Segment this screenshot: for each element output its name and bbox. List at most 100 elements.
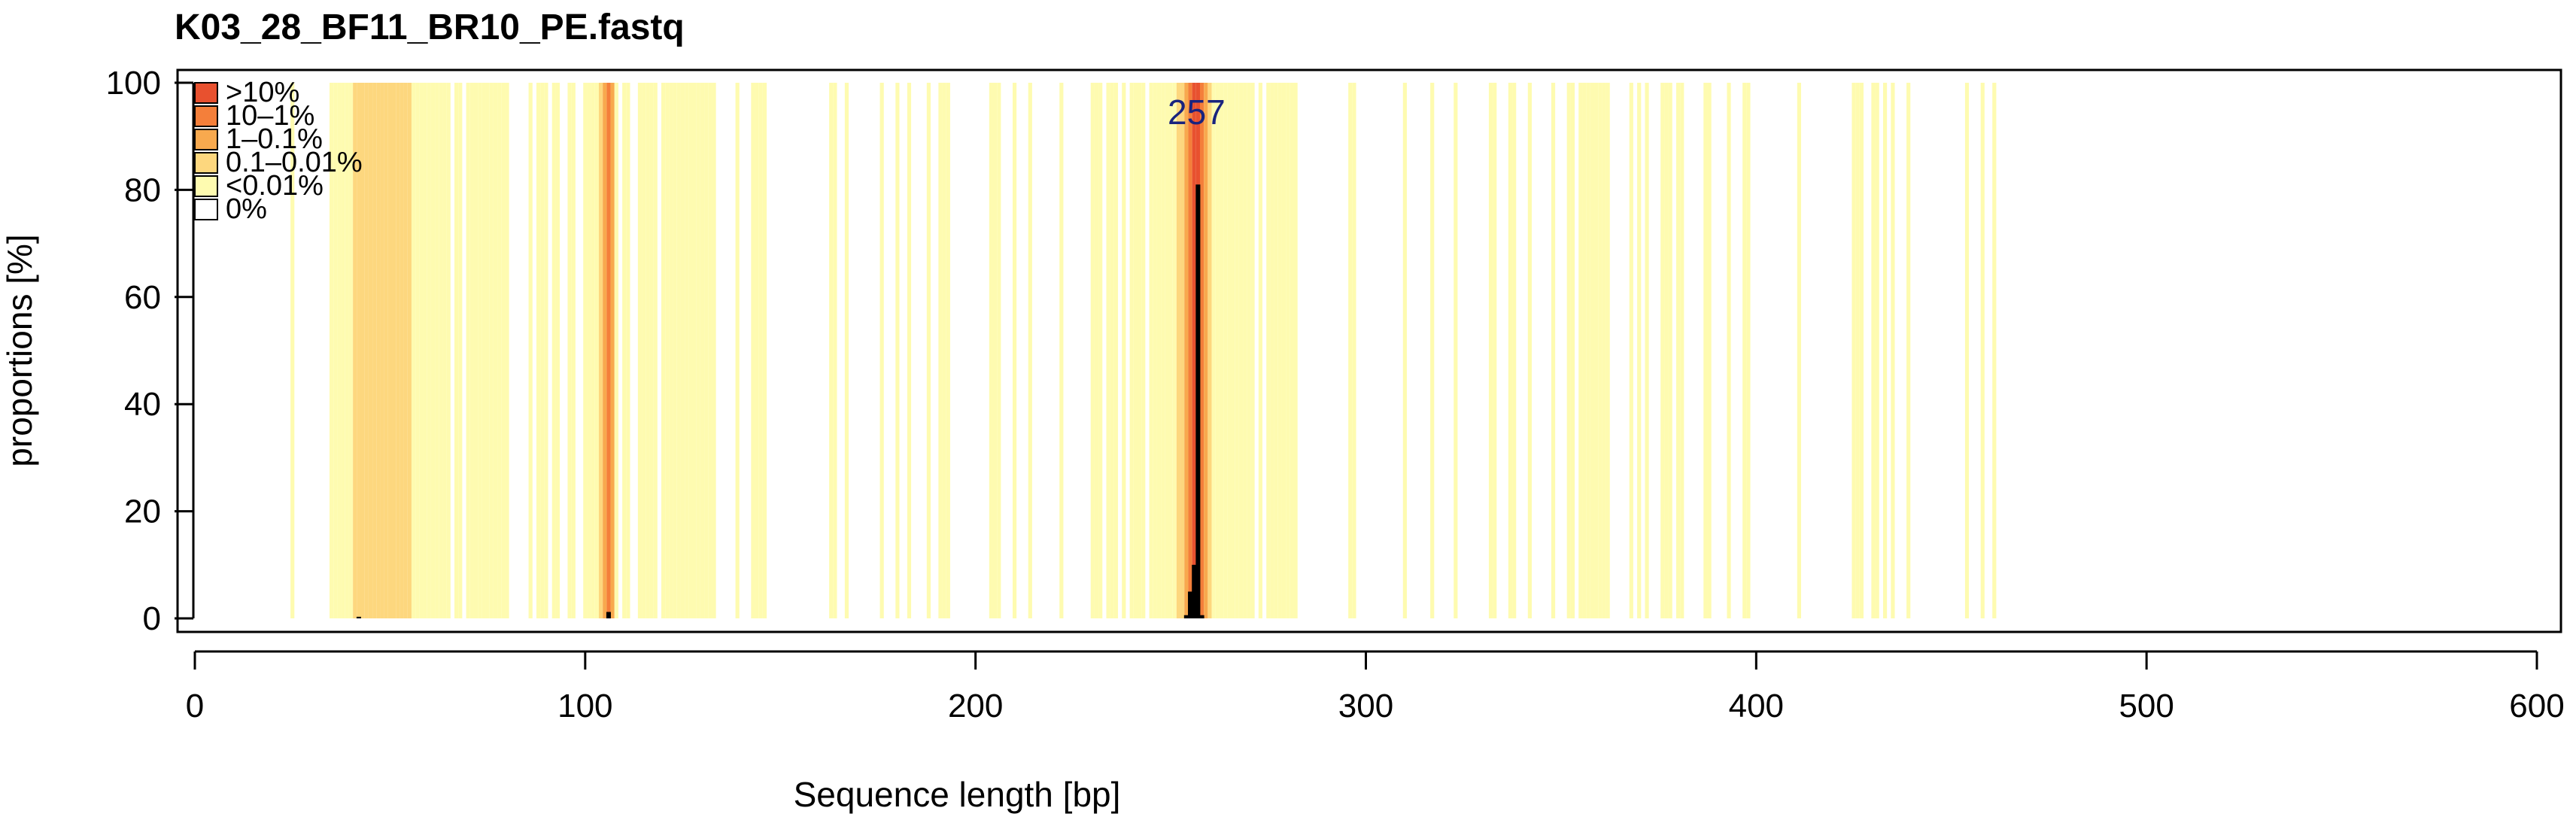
length-band <box>669 83 673 618</box>
length-band <box>1227 83 1232 618</box>
length-band <box>1247 83 1251 618</box>
x-tick-label: 200 <box>948 688 1003 724</box>
length-band <box>696 83 700 618</box>
length-band <box>454 83 459 618</box>
length-band <box>1430 83 1435 618</box>
length-band <box>926 83 931 618</box>
length-band <box>1664 83 1669 618</box>
length-band <box>993 83 998 618</box>
length-band <box>1012 83 1017 618</box>
length-band <box>481 83 486 618</box>
length-band <box>751 83 755 618</box>
length-band <box>1348 83 1353 618</box>
length-band <box>528 83 533 618</box>
length-band <box>1199 83 1204 618</box>
length-band <box>446 83 451 618</box>
length-band <box>1797 83 1801 618</box>
length-band <box>1223 83 1228 618</box>
length-band <box>1852 83 1856 618</box>
length-band <box>938 83 943 618</box>
length-band <box>1598 83 1602 618</box>
length-band <box>626 83 630 618</box>
legend-label: 10–1% <box>226 100 314 132</box>
chart-title: K03_28_BF11_BR10_PE.fastq <box>175 8 685 47</box>
length-band <box>614 83 618 618</box>
length-band <box>497 83 502 618</box>
length-band <box>1742 83 1747 618</box>
length-band <box>1578 83 1583 618</box>
length-band <box>1980 83 1985 618</box>
length-band <box>442 83 447 618</box>
length-band <box>1660 83 1665 618</box>
legend: >10%10–1%1–0.1%0.1–0.01%<0.01%0% <box>194 77 363 225</box>
length-band <box>1668 83 1672 618</box>
length-band <box>1512 83 1517 618</box>
length-band <box>1352 83 1356 618</box>
length-band <box>1238 83 1244 618</box>
x-axis: 0 100 200 300 400 500 600 <box>186 650 2565 724</box>
length-band <box>505 83 509 618</box>
y-tick-label: 60 <box>124 279 161 316</box>
peak-label: 257 <box>1168 93 1226 132</box>
y-tick-label: 40 <box>124 386 161 423</box>
length-band <box>692 83 697 618</box>
length-band <box>1113 83 1119 618</box>
length-band <box>946 83 950 618</box>
length-band <box>380 83 384 618</box>
legend-label: 1–0.1% <box>226 123 323 155</box>
length-band <box>540 83 545 618</box>
length-band <box>411 83 416 618</box>
legend-swatch <box>194 175 218 197</box>
length-band <box>1059 83 1064 618</box>
length-band <box>1219 83 1224 618</box>
length-band <box>364 83 369 618</box>
length-band <box>1149 83 1153 618</box>
length-band <box>1028 83 1032 618</box>
length-band <box>712 83 716 618</box>
length-band <box>942 83 946 618</box>
legend-swatch <box>194 82 218 104</box>
length-band <box>384 83 388 618</box>
length-band <box>610 83 615 618</box>
length-band <box>642 83 646 618</box>
length-band <box>341 83 345 618</box>
y-axis-label: proportions [%] <box>0 234 39 466</box>
length-band <box>1590 83 1595 618</box>
length-band <box>1184 83 1189 618</box>
length-band <box>1208 83 1212 618</box>
length-band <box>551 83 556 618</box>
length-band <box>1964 83 1970 618</box>
length-band <box>1727 83 1731 618</box>
length-band <box>430 83 436 618</box>
legend-label: 0% <box>226 193 267 225</box>
length-band <box>1906 83 1911 618</box>
legend-label: 0.1–0.01% <box>226 147 363 178</box>
length-band <box>1180 83 1185 618</box>
length-band <box>493 83 498 618</box>
legend-swatch <box>194 199 218 220</box>
x-tick-label: 500 <box>2119 688 2174 724</box>
length-band <box>1286 83 1290 618</box>
length-band <box>427 83 431 618</box>
length-band <box>1215 83 1220 618</box>
length-band <box>1281 83 1286 618</box>
length-band <box>680 83 685 618</box>
length-band <box>1133 83 1138 618</box>
legend-swatch <box>194 129 218 150</box>
length-band <box>895 83 900 618</box>
length-band <box>587 83 591 618</box>
length-band <box>661 83 666 618</box>
length-band <box>1859 83 1864 618</box>
length-band <box>439 83 443 618</box>
length-band <box>1855 83 1860 618</box>
length-band <box>758 83 763 618</box>
length-band <box>833 83 837 618</box>
y-tick-label: 80 <box>124 172 161 208</box>
length-band <box>435 83 439 618</box>
length-band <box>423 83 427 618</box>
length-band <box>1707 83 1712 618</box>
length-band <box>1290 83 1294 618</box>
length-band <box>1527 83 1533 618</box>
length-band <box>1454 83 1458 618</box>
